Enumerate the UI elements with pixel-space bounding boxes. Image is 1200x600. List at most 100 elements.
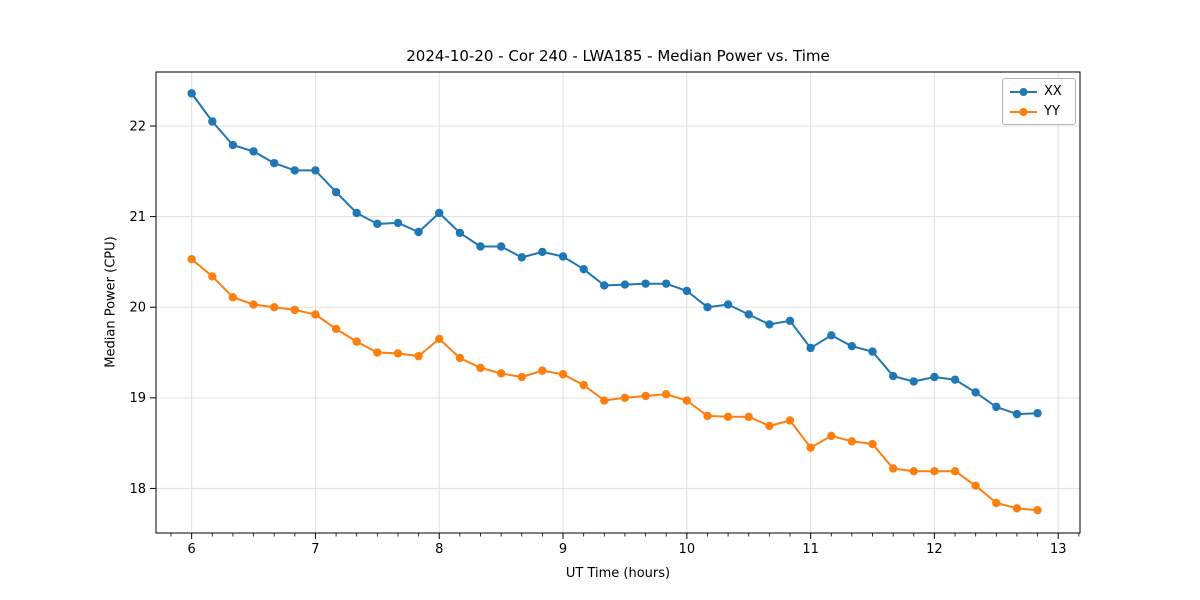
data-point-yy [187, 254, 196, 264]
data-point-yy [290, 305, 299, 315]
data-point-xx [208, 117, 217, 126]
data-point-yy [331, 324, 341, 334]
data-point-xx [703, 303, 712, 312]
data-point-yy [538, 366, 547, 375]
data-point-yy [682, 396, 692, 405]
data-point-xx [290, 166, 299, 175]
data-point-xx [992, 402, 1001, 412]
data-point-xx [414, 227, 423, 237]
data-point-yy [971, 481, 980, 490]
data-point-yy [373, 348, 382, 357]
data-point-yy [455, 353, 465, 363]
data-point-yy [352, 337, 361, 346]
data-point-yy [228, 293, 238, 302]
data-point-xx [331, 187, 341, 197]
data-point-xx [476, 242, 485, 251]
y-tick-label: 18 [129, 482, 146, 497]
data-point-xx [806, 343, 815, 353]
data-point-yy [723, 412, 733, 422]
data-point-yy [641, 391, 650, 401]
y-tick-label: 20 [129, 301, 146, 316]
data-point-xx [744, 310, 753, 319]
x-tick-label: 12 [926, 542, 943, 557]
y-tick-label: 21 [129, 210, 146, 225]
data-point-xx [888, 371, 898, 381]
legend-label: YY [1044, 104, 1060, 119]
x-tick-label: 13 [1050, 542, 1067, 557]
data-point-yy [992, 498, 1001, 508]
data-point-xx [868, 347, 877, 356]
data-point-yy [703, 411, 712, 421]
x-tick-label: 8 [435, 542, 443, 557]
data-point-xx [765, 320, 774, 329]
data-point-yy [496, 369, 506, 378]
data-point-xx [600, 281, 609, 290]
data-point-xx [785, 316, 795, 326]
data-point-xx [558, 252, 568, 261]
data-point-yy [249, 300, 258, 309]
data-point-yy [1012, 504, 1022, 513]
data-point-xx [909, 377, 918, 386]
y-axis-label: Median Power (CPU) [103, 236, 119, 368]
data-point-yy [393, 349, 403, 358]
x-tick-label: 6 [188, 542, 196, 557]
x-tick-label: 10 [679, 542, 696, 557]
data-point-xx [538, 247, 547, 257]
data-point-yy [847, 437, 857, 446]
data-point-yy [208, 272, 217, 281]
data-point-yy [558, 370, 568, 379]
data-point-yy [476, 363, 485, 373]
data-point-yy [414, 351, 423, 361]
data-point-xx [847, 341, 857, 351]
data-point-xx [393, 218, 403, 228]
data-point-xx [311, 166, 320, 175]
data-point-yy [517, 372, 527, 382]
data-point-yy [888, 464, 898, 473]
x-axis-label: UT Time (hours) [565, 566, 671, 581]
data-point-xx [455, 228, 465, 238]
data-point-xx [1033, 409, 1042, 418]
data-point-xx [682, 286, 692, 296]
data-point-xx [517, 253, 527, 262]
data-point-xx [950, 375, 960, 384]
data-point-yy [579, 380, 588, 390]
data-point-xx [827, 331, 836, 340]
data-point-yy [435, 334, 444, 344]
data-point-xx [187, 89, 196, 98]
data-point-xx [971, 388, 980, 397]
data-point-yy [806, 443, 815, 452]
data-point-yy [600, 396, 609, 405]
data-point-yy [1033, 505, 1042, 515]
x-tick-label: 9 [559, 542, 567, 557]
data-point-xx [435, 208, 444, 218]
legend-line-marker-icon [1010, 87, 1037, 96]
data-point-yy [909, 467, 918, 476]
data-point-xx [270, 158, 279, 168]
data-point-yy [827, 431, 836, 441]
data-point-xx [1012, 409, 1022, 419]
data-point-yy [765, 421, 774, 431]
data-point-yy [868, 439, 877, 449]
data-point-yy [311, 310, 320, 319]
x-tick-label: 7 [311, 542, 319, 557]
data-point-xx [620, 280, 630, 289]
data-point-xx [579, 264, 588, 274]
y-tick-label: 19 [129, 391, 146, 406]
legend-label: XX [1044, 84, 1062, 99]
x-tick-label: 11 [802, 542, 819, 557]
data-point-yy [620, 393, 630, 403]
data-point-xx [723, 300, 733, 309]
data-point-xx [661, 279, 671, 288]
chart-title: 2024-10-20 - Cor 240 - LWA185 - Median P… [406, 47, 830, 65]
legend-item-yy: YY [1010, 103, 1068, 120]
data-point-xx [373, 219, 382, 229]
legend-line-marker-icon [1010, 107, 1037, 116]
y-tick-label: 22 [129, 119, 146, 134]
legend-box: XX YY [1002, 78, 1076, 125]
legend-item-xx: XX [1010, 83, 1068, 100]
data-point-xx [496, 242, 506, 251]
data-point-xx [641, 279, 650, 288]
data-point-yy [661, 389, 671, 399]
